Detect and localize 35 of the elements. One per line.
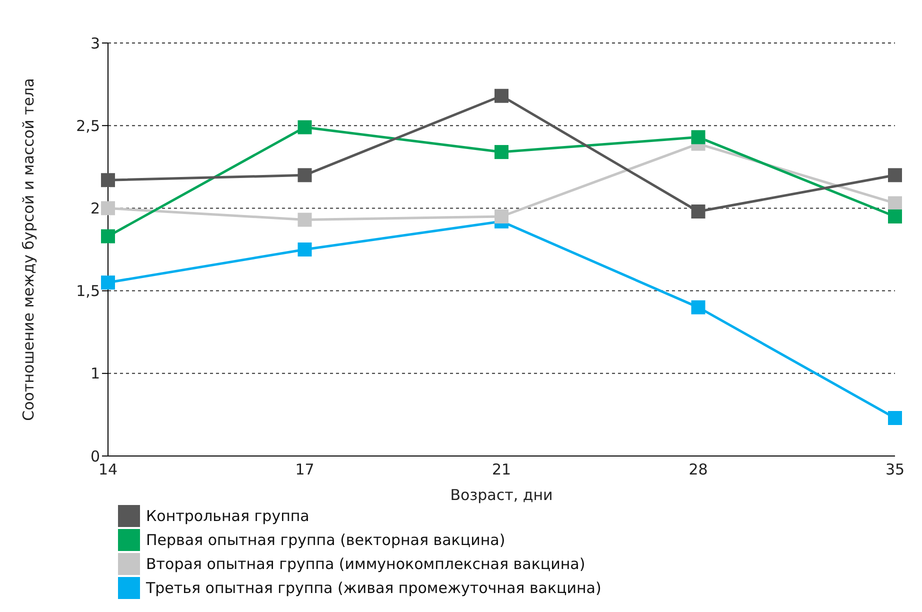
point	[494, 209, 508, 224]
x-tick-label: 14	[98, 460, 118, 479]
point	[298, 242, 312, 256]
point	[888, 168, 902, 182]
point	[494, 88, 508, 103]
legend-label: Первая опытная группа (векторная вакцина)	[146, 531, 506, 549]
y-tick-label: 2,5	[76, 116, 100, 135]
y-tick-label: 2	[90, 200, 100, 218]
point	[298, 120, 312, 134]
point	[691, 130, 706, 144]
point	[888, 411, 902, 426]
point	[101, 276, 115, 290]
x-axis-title: Возраст, дни	[450, 486, 553, 504]
legend-label: Контрольная группа	[146, 507, 310, 525]
point	[298, 168, 312, 182]
y-tick-label: 1,5	[76, 282, 100, 300]
y-axis-title: Соотношение между бурсой и массой тела	[19, 78, 38, 421]
legend-label: Третья опытная группа (живая промежуточная вакцина)	[146, 579, 602, 597]
y-tick-label: 0	[90, 447, 100, 466]
x-tick-label: 28	[688, 460, 708, 479]
x-tick-label: 17	[295, 460, 314, 479]
point	[494, 145, 508, 160]
point	[691, 204, 706, 219]
point	[298, 212, 312, 227]
point	[101, 173, 115, 188]
y-tick-label: 1	[90, 364, 100, 383]
point	[888, 209, 902, 224]
x-tick-label: 35	[885, 460, 905, 479]
point	[101, 201, 115, 216]
point	[888, 196, 902, 210]
point	[691, 300, 706, 314]
point	[101, 229, 115, 244]
x-tick-label: 21	[492, 460, 512, 479]
y-tick-label: 3	[90, 34, 100, 52]
legend-label: Вторая опытная группа (иммунокомплексная вакцина)	[146, 555, 586, 573]
